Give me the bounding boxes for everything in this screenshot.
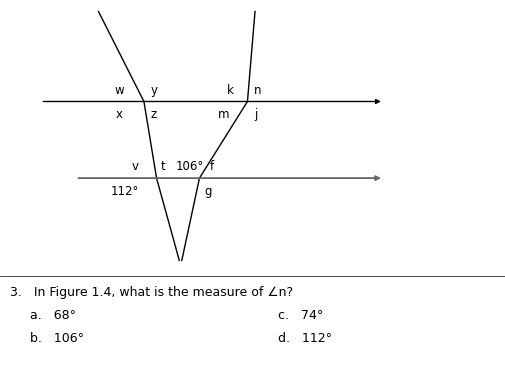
Text: x: x [116,108,123,121]
Text: k: k [226,83,233,97]
Text: f: f [210,160,214,173]
Text: b.   106°: b. 106° [30,332,84,345]
Text: j: j [254,108,258,121]
Text: z: z [150,108,157,121]
Text: v: v [132,160,139,173]
Text: w: w [114,83,124,97]
Text: 3.   In Figure 1.4, what is the measure of ∠n?: 3. In Figure 1.4, what is the measure of… [10,286,293,300]
Text: c.   74°: c. 74° [278,309,323,322]
Text: m: m [218,108,230,121]
Text: 112°: 112° [111,185,139,198]
Text: 106°: 106° [176,160,204,173]
Text: d.   112°: d. 112° [278,332,332,345]
Text: g: g [205,185,212,198]
Text: t: t [161,160,165,173]
Text: y: y [150,83,158,97]
Text: n: n [254,83,262,97]
Text: a.   68°: a. 68° [30,309,76,322]
